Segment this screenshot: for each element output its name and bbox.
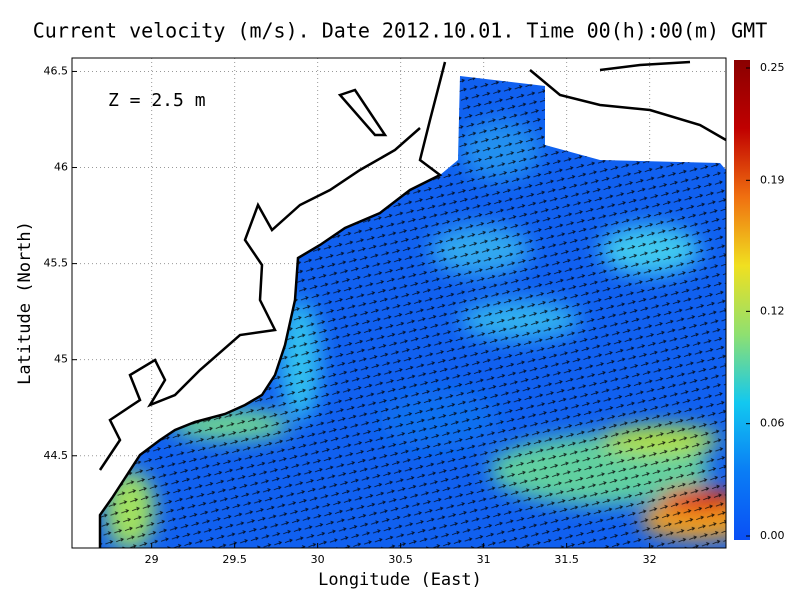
plot-frame: [71, 57, 727, 549]
colorbar-tick-label: 0.12: [760, 304, 785, 317]
x-tick-label: 31: [477, 553, 491, 566]
x-tick-label: 30: [311, 553, 325, 566]
y-tick-label: 46: [54, 161, 68, 174]
annotation: Z = 2.5 m: [108, 90, 206, 111]
colorbar: [734, 60, 750, 540]
y-tick-label: 46.5: [44, 64, 69, 77]
colorbar-tick-label: 0.19: [760, 173, 785, 186]
x-tick-label: 32: [643, 553, 657, 566]
y-tick-label: 45: [54, 353, 68, 366]
colorbar-tick-label: 0.00: [760, 529, 785, 542]
x-tick-label: 29.5: [222, 553, 247, 566]
colorbar-tick-label: 0.06: [760, 417, 785, 430]
coastline: [98, 60, 727, 548]
y-tick-label: 45.5: [44, 257, 69, 270]
y-axis-label: Latitude (North): [15, 221, 35, 385]
y-tick-label: 44.5: [44, 449, 69, 462]
x-tick-label: 30.5: [388, 553, 413, 566]
chart-title: Current velocity (m/s). Date 2012.10.01.…: [33, 19, 768, 43]
colorbar-tick-label: 0.25: [760, 61, 785, 74]
x-tick-label: 31.5: [554, 553, 579, 566]
x-axis-label: Longitude (East): [318, 570, 482, 590]
x-tick-label: 29: [145, 553, 159, 566]
